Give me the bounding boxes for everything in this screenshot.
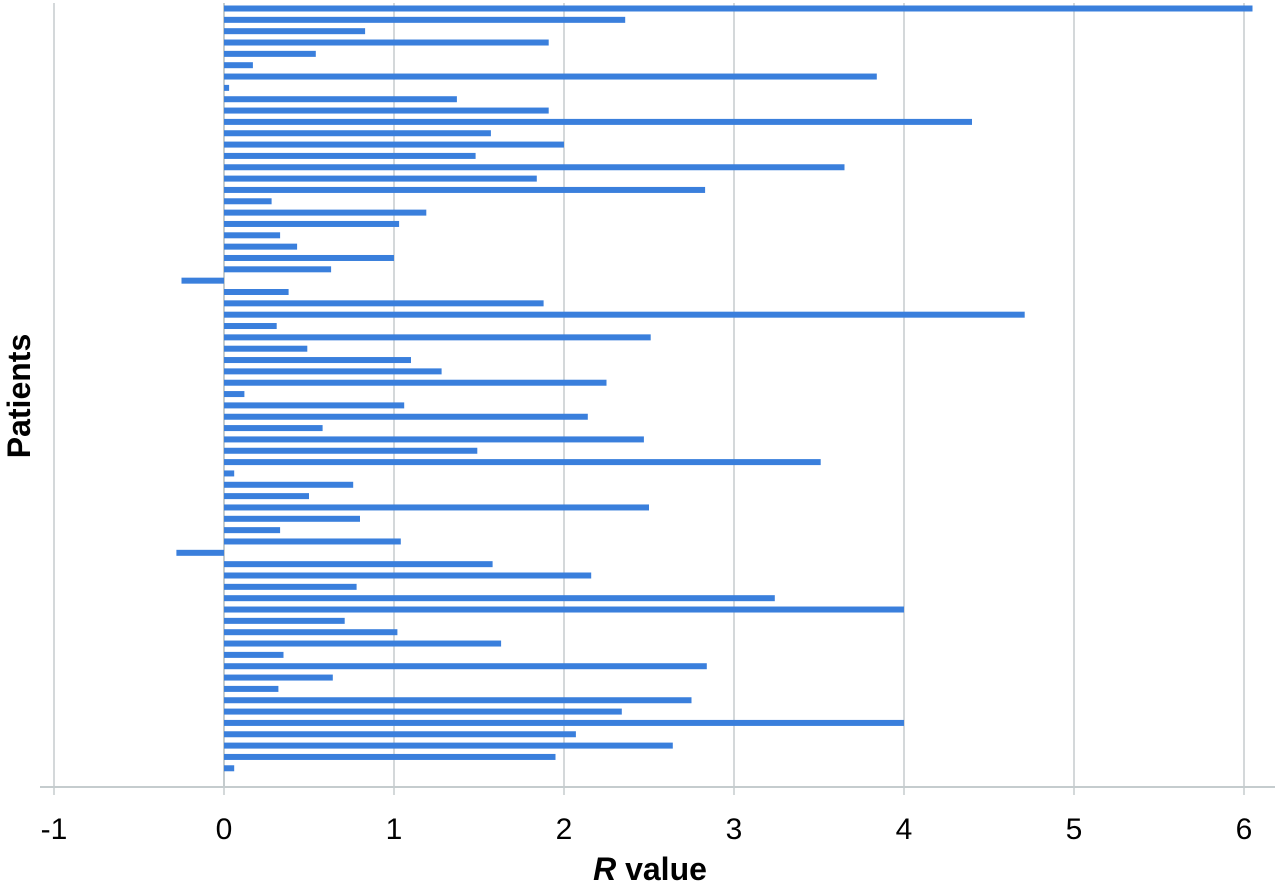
bar-patient-37 bbox=[224, 413, 588, 420]
bar-patient-40 bbox=[224, 447, 478, 454]
bar-patient-17 bbox=[224, 186, 706, 193]
bar-patient-15 bbox=[224, 164, 845, 171]
bar-patient-47 bbox=[224, 527, 281, 534]
bar-patient-54 bbox=[224, 606, 904, 613]
bar-patient-30 bbox=[224, 334, 651, 341]
bar-patient-34 bbox=[224, 379, 607, 386]
bar-patient-59 bbox=[224, 663, 707, 670]
bar-patient-63 bbox=[224, 708, 622, 715]
bar-patient-26 bbox=[224, 289, 289, 295]
bar-patient-51 bbox=[224, 572, 592, 579]
bar-patient-18 bbox=[224, 198, 272, 205]
bar-patient-65 bbox=[224, 731, 576, 738]
bar-patient-43 bbox=[224, 481, 354, 488]
bar-patient-14 bbox=[224, 152, 476, 159]
bar-patient-61 bbox=[224, 685, 279, 692]
bar-patient-22 bbox=[224, 243, 298, 250]
bar-patient-12 bbox=[224, 130, 491, 137]
x-tick-label-4: 3 bbox=[726, 813, 743, 846]
bar-patient-31 bbox=[224, 345, 308, 352]
bar-patient-29 bbox=[224, 323, 277, 330]
bar-patient-38 bbox=[224, 425, 323, 432]
x-tick-label-6: 5 bbox=[1066, 813, 1083, 846]
bar-patient-19 bbox=[224, 209, 427, 216]
bar-patient-28 bbox=[224, 311, 1025, 318]
bar-patient-48 bbox=[224, 538, 401, 545]
bar-patient-16 bbox=[224, 175, 537, 182]
bar-patient-9 bbox=[224, 96, 457, 103]
bar-patient-50 bbox=[224, 561, 493, 568]
bar-patient-60 bbox=[224, 674, 333, 681]
bar-patient-44 bbox=[224, 493, 309, 500]
bar-patient-4 bbox=[224, 39, 549, 46]
bar-patient-39 bbox=[224, 436, 644, 443]
bar-patient-53 bbox=[224, 595, 775, 602]
bar-patient-7 bbox=[224, 73, 877, 80]
bar-patient-64 bbox=[224, 719, 904, 726]
bar-patient-57 bbox=[224, 640, 502, 647]
bar-patient-33 bbox=[224, 368, 442, 375]
bar-patient-68 bbox=[224, 765, 235, 772]
bar-patient-32 bbox=[224, 357, 411, 364]
x-axis-title-rest: value bbox=[616, 851, 707, 887]
bar-patient-62 bbox=[224, 697, 692, 704]
bar-patient-35 bbox=[224, 391, 245, 398]
bars bbox=[176, 5, 1253, 772]
bar-patient-8 bbox=[224, 84, 230, 91]
bar-patient-23 bbox=[224, 254, 394, 261]
x-axis-title-italic: R bbox=[593, 851, 616, 887]
bar-patient-42 bbox=[224, 470, 235, 477]
bar-patient-24 bbox=[224, 266, 332, 273]
bar-patient-55 bbox=[224, 617, 345, 624]
bar-patient-41 bbox=[224, 459, 821, 466]
bar-patient-27 bbox=[224, 300, 544, 307]
bar-patient-52 bbox=[224, 583, 357, 590]
bar-patient-6 bbox=[224, 62, 253, 69]
bar-patient-21 bbox=[224, 232, 281, 239]
x-tick-label-1: 0 bbox=[216, 813, 233, 846]
x-axis-title: R value bbox=[593, 851, 707, 887]
bar-patient-56 bbox=[224, 629, 398, 636]
bar-patient-49 bbox=[176, 549, 224, 556]
bar-patient-46 bbox=[224, 515, 360, 522]
y-axis-title: Patients bbox=[1, 334, 37, 458]
bar-patient-45 bbox=[224, 504, 649, 511]
bar-patient-25 bbox=[181, 277, 224, 284]
bar-patient-66 bbox=[224, 742, 673, 749]
bar-patient-58 bbox=[224, 651, 284, 658]
x-tick-labels: -1 0 1 2 3 4 5 6 bbox=[41, 787, 1253, 846]
bar-patient-1 bbox=[224, 5, 1253, 12]
bar-patient-11 bbox=[224, 118, 972, 125]
x-tick-label-5: 4 bbox=[896, 813, 913, 846]
x-tick-label-3: 2 bbox=[556, 813, 573, 846]
bar-patient-36 bbox=[224, 402, 405, 409]
bar-patient-3 bbox=[224, 28, 366, 35]
bar-patient-20 bbox=[224, 220, 400, 227]
x-tick-label-0: -1 bbox=[41, 813, 68, 846]
bar-patient-5 bbox=[224, 50, 316, 57]
bar-patient-13 bbox=[224, 141, 564, 148]
bar-patient-2 bbox=[224, 16, 626, 23]
bar-patient-67 bbox=[224, 753, 556, 760]
x-tick-label-2: 1 bbox=[386, 813, 403, 846]
x-tick-label-7: 6 bbox=[1236, 813, 1253, 846]
bar-patient-10 bbox=[224, 107, 549, 114]
